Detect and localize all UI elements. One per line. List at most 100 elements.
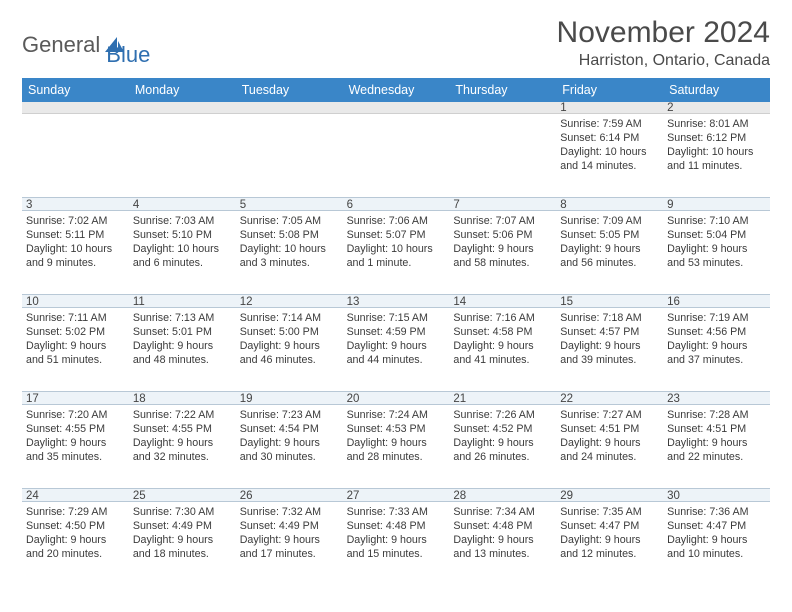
sunrise-text: Sunrise: 7:22 AM — [133, 408, 232, 422]
header: General Blue November 2024 Harriston, On… — [22, 16, 770, 70]
daylight-text: Daylight: 9 hours — [347, 436, 446, 450]
sunset-text: Sunset: 4:55 PM — [26, 422, 125, 436]
daylight-text: and 12 minutes. — [560, 547, 659, 561]
sunrise-text: Sunrise: 7:13 AM — [133, 311, 232, 325]
daylight-text: Daylight: 9 hours — [453, 533, 552, 547]
day-number: 28 — [449, 489, 556, 503]
sunrise-text: Sunrise: 7:14 AM — [240, 311, 339, 325]
sunset-text: Sunset: 4:58 PM — [453, 325, 552, 339]
calendar-cell: Sunrise: 7:59 AMSunset: 6:14 PMDaylight:… — [556, 114, 663, 197]
day-number: 29 — [556, 489, 663, 503]
weekday-header: Sunday — [22, 78, 129, 102]
daylight-text: and 41 minutes. — [453, 353, 552, 367]
logo: General Blue — [22, 16, 150, 68]
sunset-text: Sunset: 4:52 PM — [453, 422, 552, 436]
location-label: Harriston, Ontario, Canada — [557, 52, 770, 70]
daylight-text: and 32 minutes. — [133, 450, 232, 464]
sunset-text: Sunset: 4:53 PM — [347, 422, 446, 436]
sunrise-text: Sunrise: 7:27 AM — [560, 408, 659, 422]
daylight-text: and 48 minutes. — [133, 353, 232, 367]
sunrise-text: Sunrise: 7:20 AM — [26, 408, 125, 422]
day-number: 9 — [663, 198, 770, 212]
day-number-band: 12 — [22, 102, 770, 114]
day-number: 18 — [129, 392, 236, 406]
calendar-cell — [449, 114, 556, 197]
day-number: 16 — [663, 295, 770, 309]
sunset-text: Sunset: 4:49 PM — [240, 519, 339, 533]
daylight-text: Daylight: 10 hours — [347, 242, 446, 256]
sunset-text: Sunset: 4:57 PM — [560, 325, 659, 339]
daylight-text: Daylight: 9 hours — [667, 436, 766, 450]
calendar-cell: Sunrise: 7:14 AMSunset: 5:00 PMDaylight:… — [236, 308, 343, 391]
calendar-cell: Sunrise: 7:30 AMSunset: 4:49 PMDaylight:… — [129, 502, 236, 585]
daylight-text: Daylight: 9 hours — [560, 339, 659, 353]
day-number: 11 — [129, 295, 236, 309]
sunset-text: Sunset: 5:08 PM — [240, 228, 339, 242]
weekday-header: Thursday — [449, 78, 556, 102]
calendar-cell: Sunrise: 8:01 AMSunset: 6:12 PMDaylight:… — [663, 114, 770, 197]
sunset-text: Sunset: 5:06 PM — [453, 228, 552, 242]
sunset-text: Sunset: 4:47 PM — [667, 519, 766, 533]
sunset-text: Sunset: 4:51 PM — [667, 422, 766, 436]
daylight-text: Daylight: 9 hours — [560, 242, 659, 256]
daylight-text: and 20 minutes. — [26, 547, 125, 561]
day-number: 23 — [663, 392, 770, 406]
title-block: November 2024 Harriston, Ontario, Canada — [557, 16, 770, 70]
sunrise-text: Sunrise: 7:16 AM — [453, 311, 552, 325]
sunset-text: Sunset: 4:47 PM — [560, 519, 659, 533]
sunset-text: Sunset: 6:14 PM — [560, 131, 659, 145]
daylight-text: and 24 minutes. — [560, 450, 659, 464]
day-number: 14 — [449, 295, 556, 309]
calendar-cell: Sunrise: 7:34 AMSunset: 4:48 PMDaylight:… — [449, 502, 556, 585]
sunrise-text: Sunrise: 7:10 AM — [667, 214, 766, 228]
calendar-cell: Sunrise: 7:35 AMSunset: 4:47 PMDaylight:… — [556, 502, 663, 585]
sunset-text: Sunset: 4:54 PM — [240, 422, 339, 436]
sunrise-text: Sunrise: 7:35 AM — [560, 505, 659, 519]
sunset-text: Sunset: 5:02 PM — [26, 325, 125, 339]
day-number: 10 — [22, 295, 129, 309]
daylight-text: Daylight: 9 hours — [453, 436, 552, 450]
daylight-text: Daylight: 9 hours — [26, 339, 125, 353]
day-number — [236, 102, 343, 114]
calendar-cell: Sunrise: 7:33 AMSunset: 4:48 PMDaylight:… — [343, 502, 450, 585]
sunrise-text: Sunrise: 7:26 AM — [453, 408, 552, 422]
weekday-header: Tuesday — [236, 78, 343, 102]
sunset-text: Sunset: 5:10 PM — [133, 228, 232, 242]
day-number: 24 — [22, 489, 129, 503]
daylight-text: and 9 minutes. — [26, 256, 125, 270]
calendar-cell: Sunrise: 7:10 AMSunset: 5:04 PMDaylight:… — [663, 211, 770, 294]
sunset-text: Sunset: 4:59 PM — [347, 325, 446, 339]
logo-text-blue: Blue — [106, 22, 150, 68]
daylight-text: Daylight: 9 hours — [240, 533, 339, 547]
sunrise-text: Sunrise: 7:03 AM — [133, 214, 232, 228]
sunrise-text: Sunrise: 7:23 AM — [240, 408, 339, 422]
daylight-text: and 37 minutes. — [667, 353, 766, 367]
calendar-cell: Sunrise: 7:02 AMSunset: 5:11 PMDaylight:… — [22, 211, 129, 294]
day-number: 12 — [236, 295, 343, 309]
day-number: 22 — [556, 392, 663, 406]
sunrise-text: Sunrise: 7:11 AM — [26, 311, 125, 325]
calendar-cell: Sunrise: 7:23 AMSunset: 4:54 PMDaylight:… — [236, 405, 343, 488]
daylight-text: Daylight: 10 hours — [560, 145, 659, 159]
day-number: 3 — [22, 198, 129, 212]
day-number: 30 — [663, 489, 770, 503]
daylight-text: and 3 minutes. — [240, 256, 339, 270]
daylight-text: and 26 minutes. — [453, 450, 552, 464]
calendar-cell: Sunrise: 7:06 AMSunset: 5:07 PMDaylight:… — [343, 211, 450, 294]
daylight-text: Daylight: 9 hours — [26, 533, 125, 547]
sunset-text: Sunset: 5:05 PM — [560, 228, 659, 242]
day-number-band: 10111213141516 — [22, 294, 770, 308]
calendar-cell — [343, 114, 450, 197]
day-number: 2 — [663, 102, 770, 114]
sunrise-text: Sunrise: 7:24 AM — [347, 408, 446, 422]
weekday-header-row: Sunday Monday Tuesday Wednesday Thursday… — [22, 78, 770, 102]
daylight-text: Daylight: 9 hours — [347, 339, 446, 353]
daylight-text: Daylight: 9 hours — [133, 533, 232, 547]
calendar-grid: 12 Sunrise: 7:59 AMSunset: 6:14 PMDayligh… — [22, 114, 770, 585]
calendar-cell: Sunrise: 7:32 AMSunset: 4:49 PMDaylight:… — [236, 502, 343, 585]
calendar-cell: Sunrise: 7:05 AMSunset: 5:08 PMDaylight:… — [236, 211, 343, 294]
calendar-cell: Sunrise: 7:36 AMSunset: 4:47 PMDaylight:… — [663, 502, 770, 585]
daylight-text: Daylight: 10 hours — [667, 145, 766, 159]
calendar-cell: Sunrise: 7:07 AMSunset: 5:06 PMDaylight:… — [449, 211, 556, 294]
daylight-text: and 39 minutes. — [560, 353, 659, 367]
